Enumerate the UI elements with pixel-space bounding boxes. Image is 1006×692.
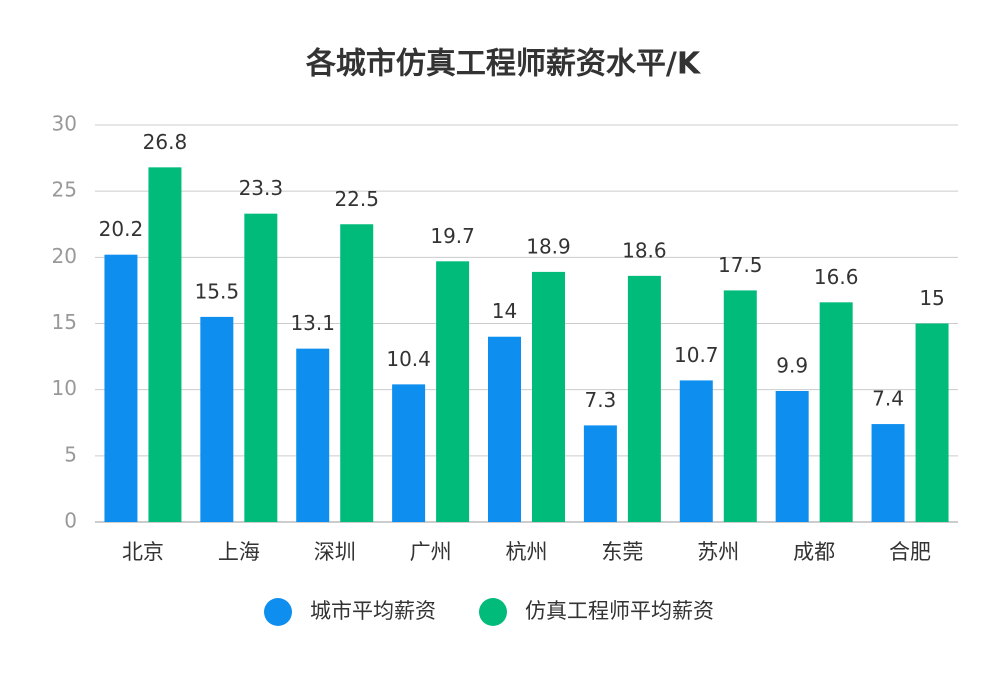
value-label: 10.4 — [386, 347, 431, 371]
bar — [532, 271, 565, 522]
bar — [104, 254, 138, 523]
bar — [583, 425, 617, 522]
value-label: 20.2 — [99, 217, 144, 241]
bar — [679, 380, 713, 522]
value-label: 16.6 — [814, 265, 859, 289]
y-tick-label: 0 — [64, 509, 77, 533]
value-label: 18.6 — [622, 238, 667, 262]
bar — [627, 275, 661, 522]
bar — [340, 224, 374, 522]
y-tick-label: 30 — [52, 112, 77, 136]
value-label: 7.4 — [872, 387, 904, 411]
value-label: 10.7 — [674, 343, 719, 367]
value-label: 15 — [919, 286, 944, 310]
legend-label: 城市平均薪资 — [310, 599, 436, 623]
x-tick-label: 苏州 — [697, 540, 739, 564]
y-tick-label: 10 — [52, 376, 77, 400]
y-tick-label: 20 — [52, 244, 77, 268]
bar — [244, 213, 278, 522]
bar — [392, 384, 426, 522]
x-tick-label: 上海 — [218, 540, 260, 564]
value-label: 19.7 — [430, 224, 475, 248]
chart-title: 各城市仿真工程师薪资水平/K — [305, 47, 702, 82]
x-tick-label: 合肥 — [889, 540, 931, 564]
value-label: 18.9 — [526, 234, 571, 258]
legend-marker — [479, 598, 507, 626]
y-tick-label: 5 — [64, 442, 77, 466]
bar — [148, 167, 182, 522]
value-label: 22.5 — [334, 187, 379, 211]
bar — [488, 336, 521, 522]
value-label: 26.8 — [143, 130, 188, 154]
bar — [775, 390, 809, 522]
x-tick-label: 深圳 — [314, 540, 356, 564]
value-label: 23.3 — [239, 176, 284, 200]
bar — [871, 424, 905, 522]
y-tick-label: 15 — [52, 310, 77, 334]
bar — [436, 261, 470, 522]
value-label: 17.5 — [718, 253, 763, 277]
bar — [200, 316, 234, 522]
value-label: 13.1 — [290, 311, 335, 335]
x-tick-label: 杭州 — [506, 540, 548, 564]
x-tick-label: 东莞 — [601, 540, 643, 564]
bar — [723, 290, 757, 522]
value-label: 9.9 — [776, 353, 808, 377]
value-label: 7.3 — [584, 388, 616, 412]
legend-marker — [264, 598, 292, 626]
legend-label: 仿真工程师平均薪资 — [525, 599, 714, 623]
x-tick-label: 成都 — [793, 540, 835, 564]
bar — [296, 348, 330, 522]
value-label: 14 — [492, 299, 517, 323]
x-tick-label: 北京 — [122, 540, 164, 564]
x-tick-label: 广州 — [410, 540, 452, 564]
y-tick-label: 25 — [52, 178, 77, 202]
bar — [819, 302, 853, 522]
value-label: 15.5 — [195, 279, 240, 303]
bar — [915, 323, 949, 522]
